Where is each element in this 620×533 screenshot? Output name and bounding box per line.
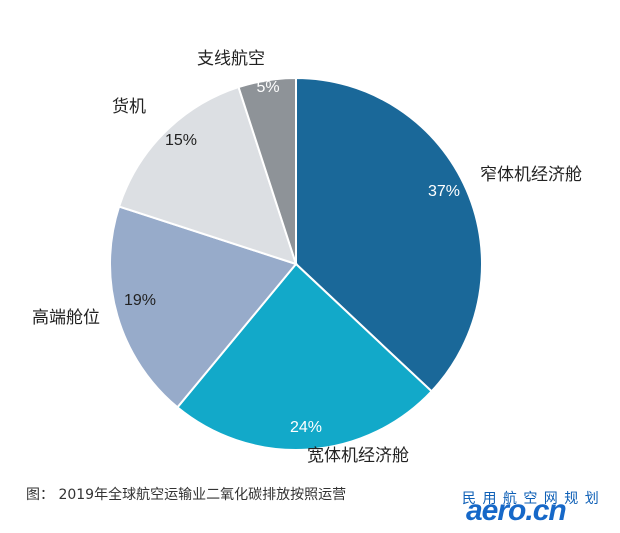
slice-category-label: 支线航空 bbox=[197, 49, 265, 69]
slice-category-label: 窄体机经济舱 bbox=[480, 165, 582, 185]
slice-percent-label: 37% bbox=[428, 183, 460, 200]
percentage-labels: 37% 24% 19% 15% 5% bbox=[124, 79, 460, 436]
slice-percent-label: 15% bbox=[165, 132, 197, 149]
aero-cn-watermark: 民 用 航 空 网 规 划 aero.cn bbox=[440, 488, 616, 530]
pie-slice bbox=[117, 85, 298, 266]
slice-percent-label: 5% bbox=[256, 79, 279, 96]
pie-slice bbox=[237, 76, 297, 265]
slice-percent-label: 24% bbox=[290, 419, 322, 436]
pie-slice bbox=[295, 76, 483, 393]
slice-category-label: 货机 bbox=[112, 97, 146, 117]
slice-category-label: 高端舱位 bbox=[32, 308, 100, 328]
figure-caption: 图： 2019年全球航空运输业二氧化碳排放按照运营 bbox=[26, 487, 347, 503]
pie-slice bbox=[109, 205, 298, 409]
slice-category-label: 宽体机经济舱 bbox=[307, 446, 409, 466]
pie-slice bbox=[176, 262, 434, 451]
pie-slices bbox=[109, 76, 483, 451]
watermark-top-text: 民 用 航 空 网 规 划 bbox=[462, 491, 600, 507]
watermark-logo-text: aero.cn bbox=[466, 494, 567, 527]
slice-percent-label: 19% bbox=[124, 292, 156, 309]
